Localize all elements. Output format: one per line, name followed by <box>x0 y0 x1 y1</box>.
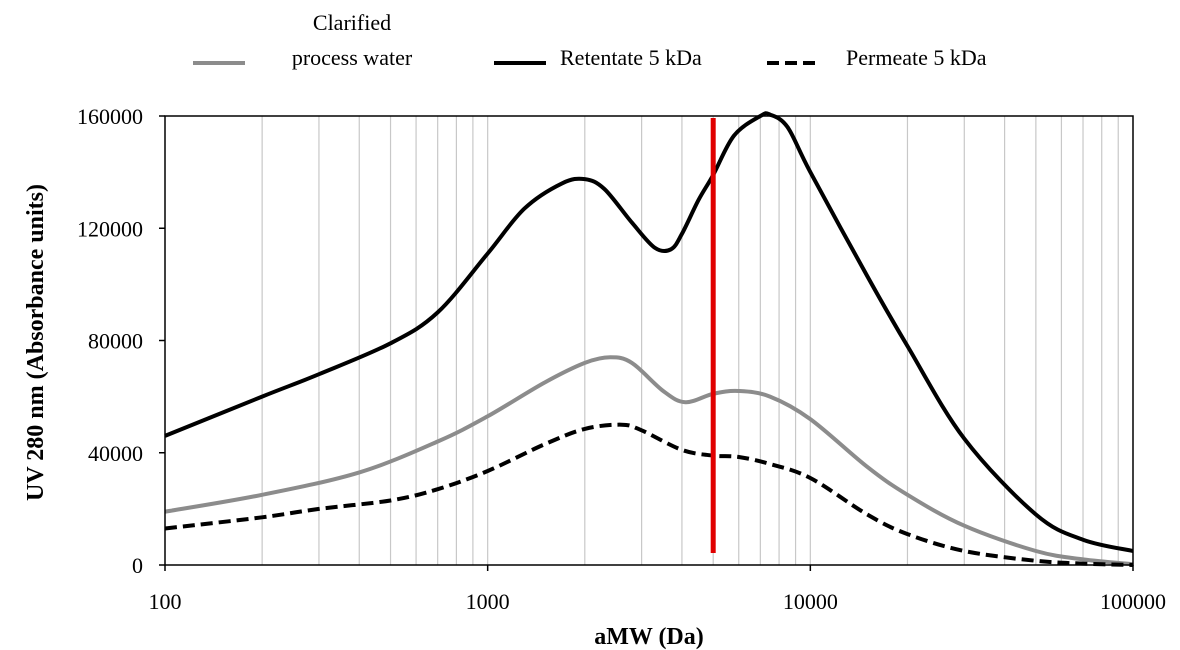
legend-label: process water <box>292 45 413 70</box>
series-line-retentate-5-kda <box>164 111 1134 553</box>
legend: Clarified process water Retentate 5 kDa Per… <box>193 10 987 70</box>
series-layer <box>164 111 1134 567</box>
plot-area-frame <box>164 115 1134 566</box>
x-tick-label: 1000 <box>466 589 510 614</box>
y-tick-label: 0 <box>132 553 143 578</box>
legend-label: Retentate 5 kDa <box>560 45 702 70</box>
x-tick-label: 100000 <box>1100 589 1166 614</box>
x-tick-label: 10000 <box>783 589 838 614</box>
y-axis-title: UV 280 nm (Absorbance units) <box>23 184 49 501</box>
legend-label: Clarified <box>313 10 391 35</box>
x-tick-label: 100 <box>149 589 182 614</box>
series-line-permeate-5-kda <box>164 422 1134 567</box>
legend-label: Permeate 5 kDa <box>846 45 987 70</box>
y-tick-label: 160000 <box>77 104 143 129</box>
series-line-clarified-process-water <box>164 355 1134 567</box>
axes: 0 40000 80000 120000 160000 100 1000 10000 10000… <box>77 104 1166 614</box>
x-axis-title: aMW (Da) <box>594 624 704 650</box>
grid <box>261 116 1119 565</box>
y-tick-label: 120000 <box>77 216 143 241</box>
y-tick-label: 80000 <box>88 329 143 354</box>
y-tick-label: 40000 <box>88 441 143 466</box>
